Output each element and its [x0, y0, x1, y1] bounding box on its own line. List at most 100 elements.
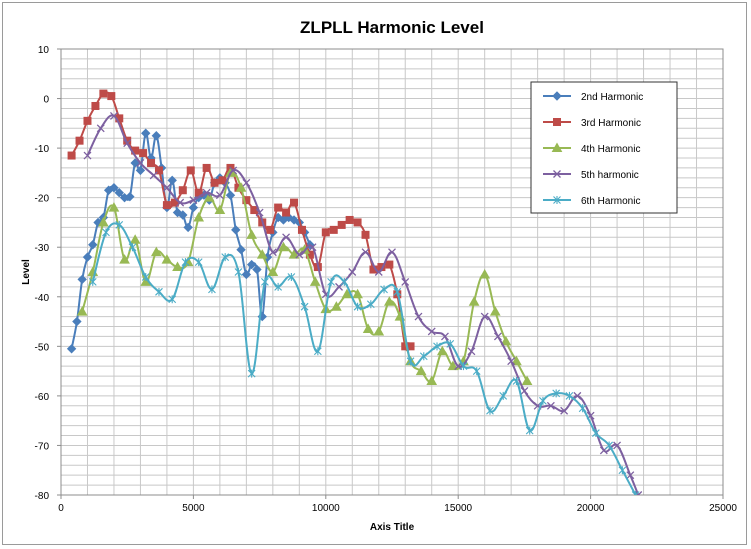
data-point [282, 233, 291, 242]
data-point [178, 210, 188, 220]
data-point [141, 272, 150, 281]
data-point [521, 375, 533, 386]
y-tick-label: 10 [38, 45, 50, 56]
data-point [493, 332, 502, 341]
x-tick-label: 10000 [312, 503, 340, 514]
y-tick-label: -70 [35, 441, 50, 452]
data-point [419, 352, 428, 361]
data-point [82, 252, 93, 262]
data-point [151, 131, 162, 141]
data-point [362, 323, 374, 333]
data-point [91, 101, 100, 110]
data-point [520, 386, 529, 395]
data-point [242, 196, 251, 205]
data-point [178, 186, 187, 195]
data-point [479, 268, 491, 279]
data-point [229, 166, 238, 175]
data-point [500, 335, 512, 346]
legend-label: 6th Harmonic [581, 196, 640, 207]
data-point [300, 302, 309, 311]
chart-title: ZLPLL Harmonic Level [300, 18, 484, 37]
data-point [352, 288, 363, 299]
data-point [135, 165, 146, 176]
data-point [388, 248, 396, 257]
data-point [353, 302, 362, 311]
data-point [525, 426, 534, 435]
data-point [136, 159, 145, 167]
data-point [202, 163, 211, 172]
data-point [139, 149, 148, 158]
data-point [489, 306, 501, 316]
data-point [321, 228, 330, 237]
data-point [592, 429, 600, 438]
legend-item: 2nd Harmonic [543, 91, 643, 103]
data-point [539, 396, 547, 405]
data-point [274, 203, 283, 212]
y-tick-label: -40 [35, 293, 50, 304]
data-point [162, 201, 171, 210]
data-point [76, 306, 88, 316]
data-point [110, 111, 118, 120]
data-point [167, 175, 177, 186]
data-point [66, 344, 77, 354]
data-point [107, 92, 116, 101]
data-point [414, 312, 423, 321]
data-point [467, 347, 476, 356]
data-point [297, 225, 306, 234]
data-point [447, 360, 459, 371]
data-point [472, 367, 481, 376]
data-point [605, 441, 614, 450]
data-point [631, 491, 640, 495]
data-point [626, 471, 635, 480]
data-point [373, 325, 385, 336]
data-point [214, 204, 226, 215]
data-point [161, 254, 173, 264]
data-point [98, 216, 109, 227]
data-point [114, 188, 124, 198]
data-point [189, 196, 198, 205]
data-point [267, 266, 279, 276]
data-point [67, 151, 76, 160]
data-point [507, 357, 516, 366]
data-point [128, 243, 137, 252]
legend-label: 3rd Harmonic [581, 118, 641, 129]
data-point [236, 244, 246, 255]
data-point [123, 139, 132, 148]
data-point [183, 222, 193, 233]
data-point [348, 268, 357, 276]
y-tick-label: -30 [35, 243, 50, 254]
data-point [252, 264, 262, 275]
data-point [287, 272, 296, 281]
data-point [181, 258, 190, 267]
data-point [426, 375, 438, 386]
data-point [234, 268, 243, 276]
data-point [193, 211, 205, 222]
y-tick-label: -10 [35, 144, 50, 155]
data-point [578, 404, 587, 413]
data-point [210, 178, 219, 187]
data-point [208, 285, 216, 294]
data-point [468, 296, 480, 306]
data-point [552, 389, 561, 398]
data-point [168, 295, 177, 304]
chart-svg: ZLPLL Harmonic Level 0 5000 10000 15000 2000… [21, 18, 737, 533]
data-point [109, 183, 119, 193]
data-point [147, 158, 156, 167]
data-point [246, 229, 258, 239]
data-point [194, 258, 203, 267]
data-point [96, 124, 105, 133]
series-layer [66, 89, 643, 495]
data-point [149, 171, 158, 180]
data-point [202, 188, 211, 197]
data-point [433, 342, 441, 351]
y-tick-label: -60 [35, 392, 50, 403]
data-point [353, 218, 362, 227]
y-tick-label: 0 [43, 95, 49, 106]
legend-item: 4th Harmonic [543, 142, 640, 155]
data-point [436, 345, 448, 356]
data-point [115, 220, 124, 229]
data-point [256, 249, 268, 259]
data-point [345, 215, 354, 224]
data-point [215, 191, 224, 200]
data-point [288, 249, 300, 259]
